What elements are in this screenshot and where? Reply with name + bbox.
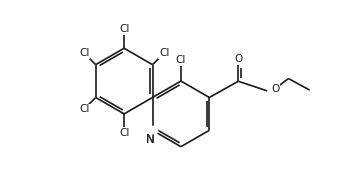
Text: Cl: Cl <box>176 55 186 65</box>
Text: Cl: Cl <box>119 24 129 34</box>
Text: O: O <box>271 84 279 94</box>
Text: Cl: Cl <box>79 104 89 114</box>
Text: N: N <box>146 133 155 146</box>
Text: O: O <box>234 54 242 64</box>
Text: Cl: Cl <box>79 48 89 58</box>
Text: N: N <box>146 133 155 146</box>
Text: Cl: Cl <box>119 128 129 138</box>
Text: Cl: Cl <box>159 48 169 58</box>
